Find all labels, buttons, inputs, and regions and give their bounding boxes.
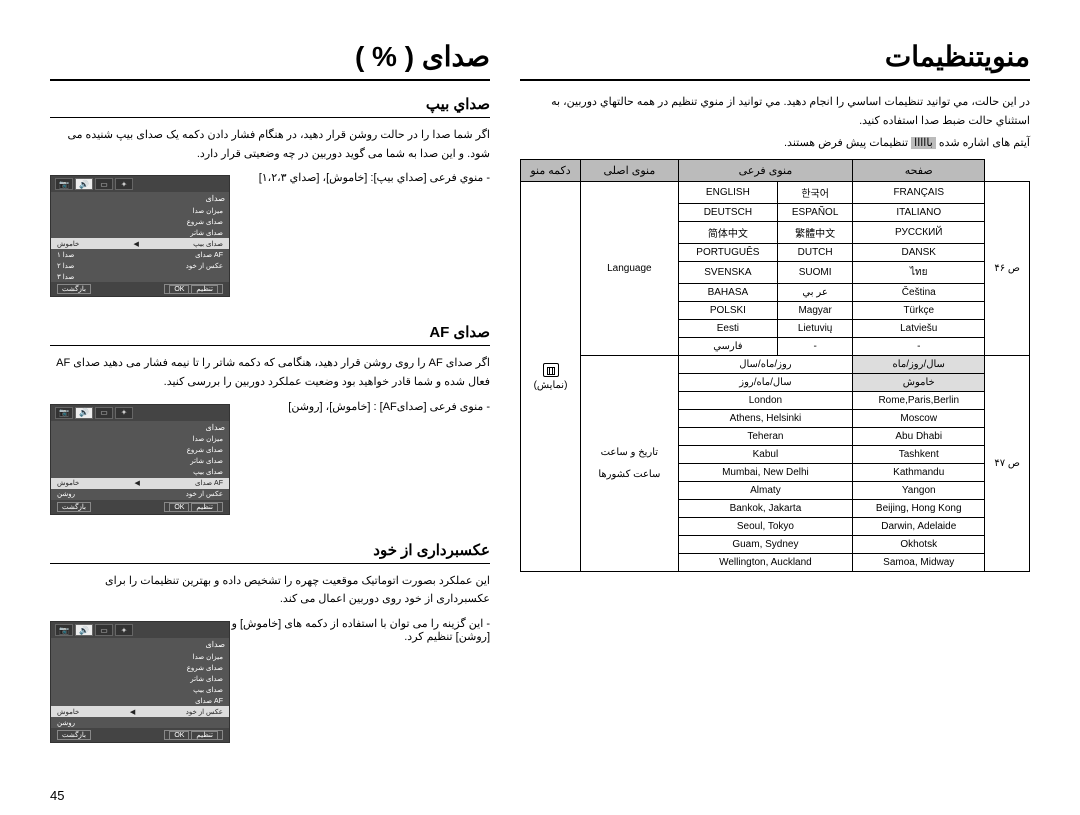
- settings-table: دکمه منو منوی اصلی منوی فرعی صفحه (نمایش…: [520, 159, 1030, 572]
- beep-para: اگر شما صدا را در حالت روشن قرار دهيد، د…: [50, 126, 490, 163]
- th-main: منوی اصلی: [581, 160, 679, 182]
- beep-heading: صداي بيپ: [50, 95, 490, 118]
- left-title: صدای ( % ): [50, 40, 490, 81]
- self-heading: عکسبرداری از خود: [50, 541, 490, 564]
- display-icon: [543, 363, 559, 377]
- self-para: اين عملکرد بصورت اتوماتيک موقعيت چهره را…: [50, 572, 490, 609]
- th-sub: منوی فرعی: [678, 160, 852, 182]
- language-cell: Language: [581, 182, 679, 356]
- display-icon-cell: (نمایش): [521, 182, 581, 572]
- highlight-default: بااااا: [911, 137, 936, 149]
- af-para: اگر صدای AF را روی روشن قرار دهيد، هنگام…: [50, 354, 490, 391]
- menu-screenshot-self: 📷🔊▭✦ صدای میزان صدا صدای شروع صدای شاتر …: [50, 621, 230, 743]
- table-cell: 한국어: [778, 182, 853, 204]
- menu-screenshot-af: 📷🔊▭✦ صدای میزان صدا صدای شروع صدای شاتر …: [50, 404, 230, 515]
- th-button: دکمه منو: [521, 160, 581, 182]
- page-ref-lang: ص ۴۶: [985, 182, 1030, 356]
- intro-text-2: آيتم های اشاره شده بااااا تنظيمات پيش فر…: [520, 134, 1030, 153]
- table-header-row: دکمه منو منوی اصلی منوی فرعی صفحه: [521, 160, 1030, 182]
- intro-text-1: در اين حالت، مي توانيد تنظيمات اساسي را …: [520, 93, 1030, 130]
- table-cell: FRANÇAIS: [853, 182, 985, 204]
- menu-screenshot-beep: 📷🔊▭✦ صدای میزان صدا صدای شروع صدای شاتر …: [50, 175, 230, 297]
- table-cell: ENGLISH: [678, 182, 777, 204]
- datetime-cell: تاریخ و ساعت ساعت کشورها: [581, 356, 679, 572]
- page-ref-date: ص ۴۷: [985, 356, 1030, 572]
- af-heading: صدای AF: [50, 323, 490, 346]
- right-title: منویتنظیمات: [520, 40, 1030, 81]
- th-page: صفحه: [853, 160, 985, 182]
- page-number: 45: [50, 788, 64, 803]
